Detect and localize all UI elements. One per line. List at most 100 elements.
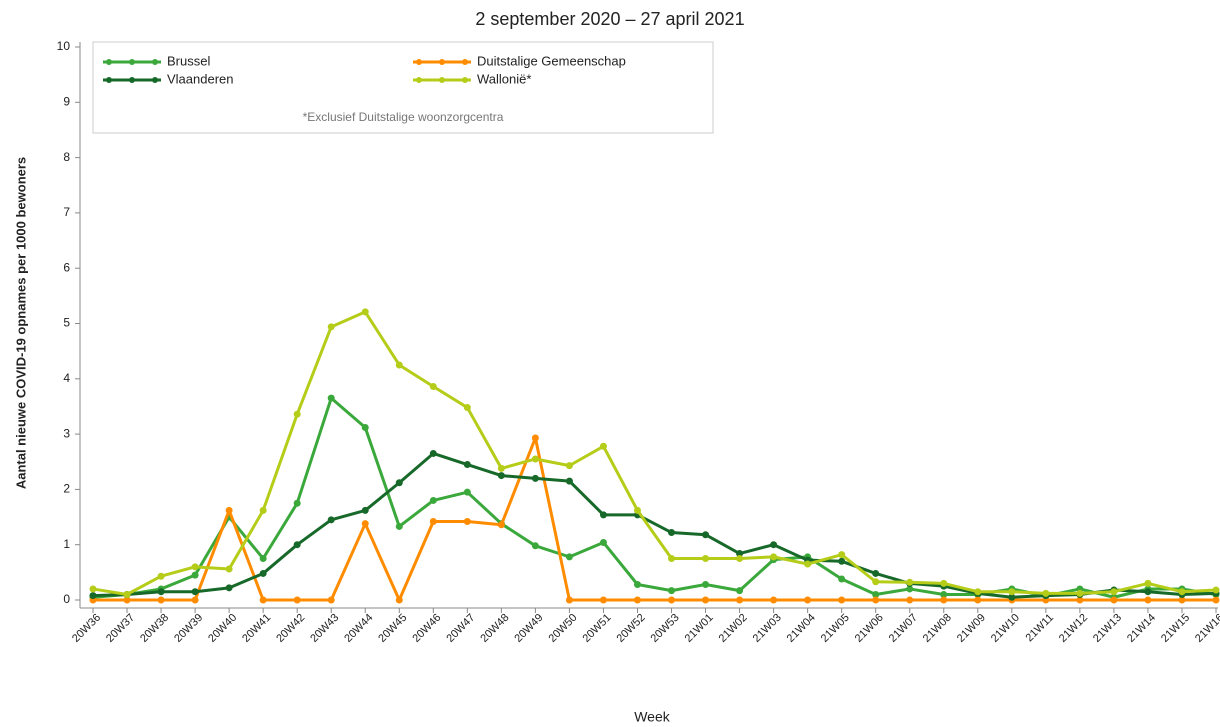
point xyxy=(736,550,744,558)
legend-marker xyxy=(462,77,468,83)
point xyxy=(1110,588,1118,596)
point xyxy=(872,596,880,604)
point xyxy=(157,596,165,604)
x-tick-label: 21W09 xyxy=(955,612,988,645)
series-line xyxy=(92,451,1217,599)
series-line xyxy=(92,396,1217,599)
point xyxy=(429,517,437,525)
point xyxy=(736,555,744,563)
y-tick-label: 0 xyxy=(63,592,70,606)
point xyxy=(259,596,267,604)
point xyxy=(191,571,199,579)
legend-marker xyxy=(462,59,468,65)
point xyxy=(327,394,335,402)
x-tick-label: 20W48 xyxy=(478,612,511,645)
point xyxy=(293,541,301,549)
x-tick-label: 21W10 xyxy=(989,612,1022,645)
x-tick-label: 20W45 xyxy=(376,612,409,645)
point xyxy=(974,588,982,596)
legend-marker xyxy=(416,77,422,83)
point xyxy=(1212,596,1220,604)
point xyxy=(497,472,505,480)
x-tick-label: 21W03 xyxy=(751,612,784,645)
x-tick-label: 21W01 xyxy=(683,612,716,645)
point xyxy=(225,565,233,573)
point xyxy=(361,423,369,431)
point xyxy=(497,521,505,529)
point xyxy=(702,555,710,563)
point xyxy=(531,434,539,442)
x-tick-label: 20W43 xyxy=(308,612,341,645)
point xyxy=(191,563,199,571)
x-tick-label: 20W49 xyxy=(512,612,545,645)
point xyxy=(565,553,573,561)
point xyxy=(702,531,710,539)
point xyxy=(157,588,165,596)
y-tick-label: 2 xyxy=(63,482,70,496)
point xyxy=(872,578,880,586)
x-tick-label: 20W36 xyxy=(70,612,103,645)
legend-label: Brussel xyxy=(167,53,210,68)
point xyxy=(565,462,573,470)
legend-marker xyxy=(439,59,445,65)
chart-title: 2 september 2020 – 27 april 2021 xyxy=(475,9,744,29)
point xyxy=(463,404,471,412)
point xyxy=(838,551,846,559)
x-tick-label: 20W52 xyxy=(615,612,648,645)
x-tick-label: 20W53 xyxy=(649,612,682,645)
point xyxy=(633,581,641,589)
annotation: *Exclusief Duitstalige woonzorgcentra xyxy=(303,110,504,124)
y-axis-label: Aantal nieuwe COVID-19 opnames per 1000 … xyxy=(13,157,28,489)
point xyxy=(259,569,267,577)
point xyxy=(1144,596,1152,604)
y-tick-label: 7 xyxy=(63,205,70,219)
x-tick-label: 20W39 xyxy=(172,612,205,645)
x-tick-label: 21W04 xyxy=(785,612,818,645)
point xyxy=(293,410,301,418)
point xyxy=(531,542,539,550)
x-tick-label: 20W40 xyxy=(206,612,239,645)
point xyxy=(872,590,880,598)
point xyxy=(293,596,301,604)
point xyxy=(157,572,165,580)
x-tick-label: 20W47 xyxy=(444,612,477,645)
point xyxy=(361,506,369,514)
point xyxy=(906,585,914,593)
point xyxy=(293,499,301,507)
y-tick-label: 4 xyxy=(63,371,70,385)
point xyxy=(668,587,676,595)
series-line xyxy=(92,310,1217,596)
y-tick-label: 6 xyxy=(63,260,70,274)
point xyxy=(736,596,744,604)
point xyxy=(872,569,880,577)
point xyxy=(1042,589,1050,597)
legend-label: Wallonië* xyxy=(477,71,531,86)
point xyxy=(259,555,267,563)
x-tick-label: 20W41 xyxy=(240,612,273,645)
point xyxy=(599,596,607,604)
point xyxy=(1178,588,1186,596)
x-tick-label: 21W07 xyxy=(887,612,920,645)
point xyxy=(327,323,335,331)
point xyxy=(668,529,676,537)
point xyxy=(463,488,471,496)
point xyxy=(1076,596,1084,604)
point xyxy=(1144,579,1152,587)
point xyxy=(89,592,97,600)
point xyxy=(633,596,641,604)
point xyxy=(225,506,233,514)
point xyxy=(1212,586,1220,594)
y-tick-label: 9 xyxy=(63,94,70,108)
point xyxy=(395,361,403,369)
point xyxy=(1144,588,1152,596)
point xyxy=(531,455,539,463)
point xyxy=(906,596,914,604)
point xyxy=(497,464,505,472)
point xyxy=(804,560,812,568)
point xyxy=(702,596,710,604)
legend-label: Duitstalige Gemeenschap xyxy=(477,53,626,68)
x-tick-label: 20W44 xyxy=(342,612,375,645)
point xyxy=(191,588,199,596)
y-tick-label: 5 xyxy=(63,316,70,330)
